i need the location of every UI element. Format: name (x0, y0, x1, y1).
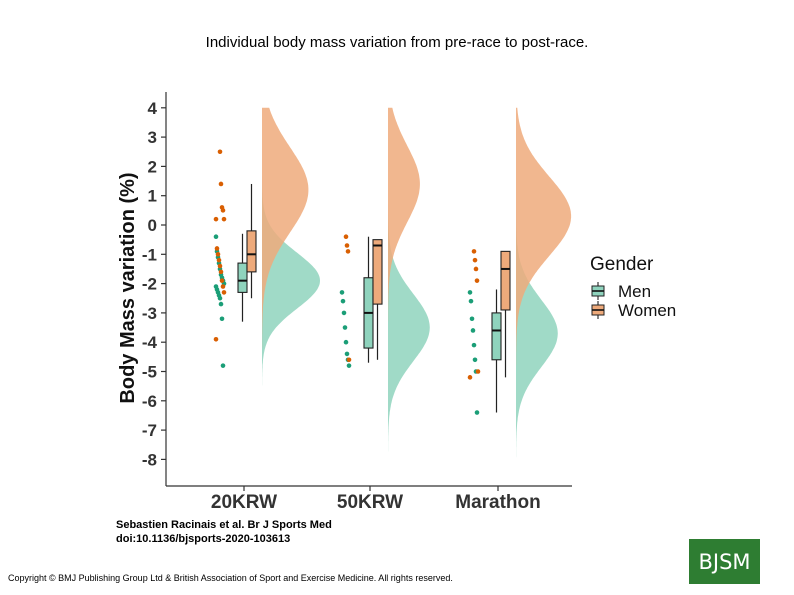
women-data-point (472, 257, 478, 263)
x-category-label: 20KRW (211, 492, 277, 513)
women-box (246, 230, 257, 273)
men-density-20krw (262, 107, 320, 469)
men-data-point (469, 316, 475, 322)
men-data-point (342, 325, 348, 330)
women-data-point (216, 257, 222, 263)
men-data-point (343, 339, 349, 345)
men-data-point (341, 310, 347, 316)
men-box (491, 312, 502, 361)
men-density-50krw (388, 107, 430, 469)
women-data-point (467, 375, 473, 380)
women-box (372, 239, 383, 305)
men-data-point (219, 316, 225, 322)
women-data-point (346, 357, 352, 363)
y-tick-label: 2 (148, 157, 157, 176)
women-data-point (217, 149, 223, 155)
women-data-point (475, 369, 481, 374)
y-tick-label: -7 (142, 421, 157, 440)
women-data-point (215, 252, 221, 257)
men-data-point (218, 301, 224, 307)
women-data-point (218, 269, 224, 275)
men-data-point (468, 298, 474, 304)
men-data-point (470, 328, 476, 333)
x-category-label: 50KRW (337, 492, 403, 513)
y-tick-label: -2 (142, 275, 157, 294)
women-data-point (221, 216, 227, 222)
women-data-point (471, 249, 477, 254)
men-data-point (346, 363, 352, 368)
women-data-point (218, 181, 224, 187)
bjsm-logo: BJSM (689, 539, 760, 584)
women-data-point (343, 234, 349, 240)
men-data-point (213, 234, 219, 240)
women-data-point (213, 216, 219, 222)
women-density-20krw (262, 107, 309, 469)
women-density-50krw (388, 107, 420, 469)
women-data-point (220, 208, 226, 213)
bjsm-logo-text: BJSM (698, 549, 751, 574)
y-axis-title: Body Mass variation (%) (117, 172, 139, 403)
citation: Sebastien Racinais et al. Br J Sports Me… (116, 518, 332, 546)
men-density-marathon (516, 107, 558, 469)
men-data-point (220, 363, 226, 368)
women-data-point (345, 249, 351, 254)
legend-label-women: Women (618, 301, 676, 320)
men-data-point (340, 298, 346, 304)
women-data-point (217, 263, 223, 269)
x-category-label: Marathon (455, 492, 541, 513)
citation-authors: Sebastien Racinais et al. Br J Sports Me… (116, 519, 332, 531)
legend-label-men: Men (618, 282, 651, 301)
women-data-point (219, 278, 225, 283)
y-tick-label: 4 (148, 99, 158, 118)
y-tick-label: -6 (142, 392, 157, 411)
men-data-point (471, 342, 477, 348)
y-tick-label: 1 (148, 187, 157, 206)
copyright-notice: Copyright © BMJ Publishing Group Ltd & B… (8, 573, 453, 583)
y-tick-label: 3 (148, 128, 157, 147)
y-tick-label: 0 (148, 216, 157, 235)
men-data-point (344, 351, 350, 357)
y-tick-label: -8 (142, 450, 157, 469)
raincloud-chart: 4 3 2 1 0 -1 -2 -3 -4 -5 -6 -7 -8 Body Mass variation… (117, 92, 676, 513)
men-data-point (472, 357, 478, 363)
y-tick-label: -1 (142, 245, 157, 264)
men-data-point (467, 290, 473, 295)
women-data-point (213, 336, 219, 342)
men-data-point (217, 295, 223, 301)
women-box (500, 250, 511, 311)
slide-title: Individual body mass variation from pre-… (205, 34, 589, 51)
men-box (237, 262, 248, 293)
women-data-point (344, 243, 350, 248)
citation-doi: doi:10.1136/bjsports-2020-103613 (116, 533, 291, 545)
women-data-point (221, 290, 227, 295)
women-data-point (220, 284, 226, 289)
men-data-point (339, 290, 345, 295)
y-tick-label: -5 (142, 363, 157, 382)
men-data-point (474, 410, 480, 415)
women-density-marathon (516, 107, 572, 469)
legend-title: Gender (590, 254, 654, 275)
y-tick-label: -4 (142, 333, 158, 352)
women-data-point (474, 278, 480, 283)
women-data-point (473, 266, 479, 272)
y-tick-label: -3 (142, 304, 157, 323)
women-data-point (214, 246, 220, 251)
